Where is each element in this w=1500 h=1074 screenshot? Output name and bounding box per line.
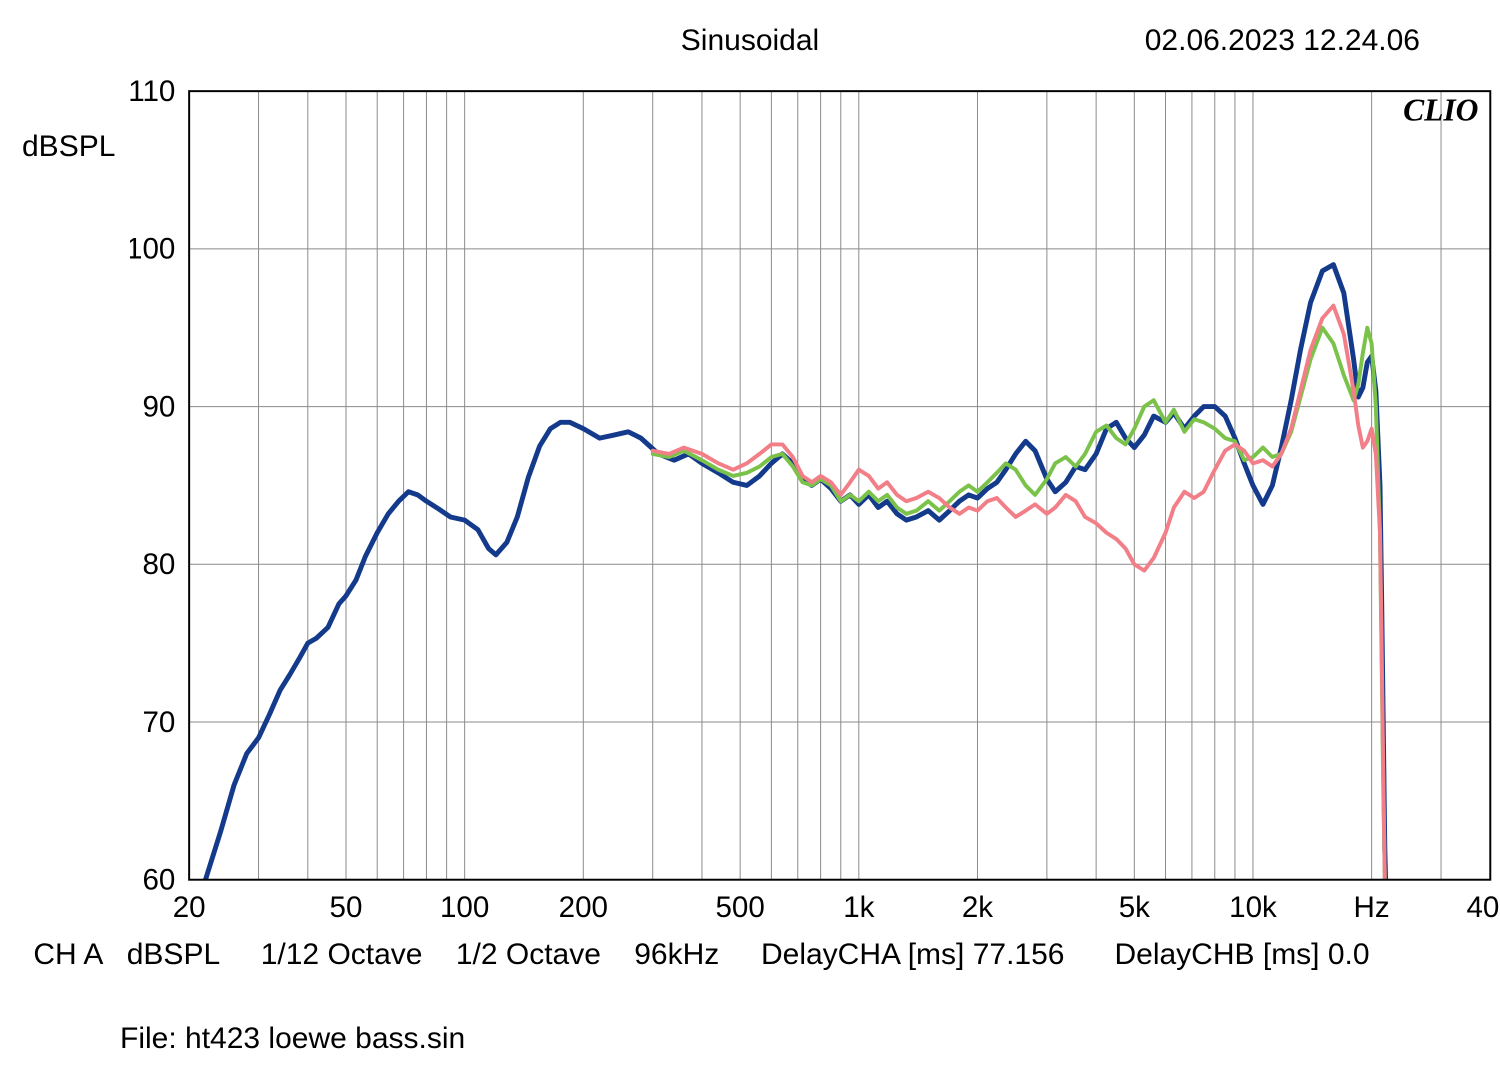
status-channel: CH A xyxy=(33,938,101,971)
status-unit: dBSPL xyxy=(127,938,219,971)
status-smooth2: 1/2 Octave xyxy=(456,938,601,971)
status-delay-a: DelayCHA [ms] 77.156 xyxy=(761,938,1064,971)
status-delay-b: DelayCHB [ms] 0.0 xyxy=(1114,938,1369,971)
status-samplerate: 96kHz xyxy=(634,938,719,971)
svg-text:110: 110 xyxy=(130,80,175,108)
svg-text:100: 100 xyxy=(130,233,175,266)
clio-measurement-screenshot: Sinusoidal 02.06.2023 12.24.06 dBSPL 607… xyxy=(0,0,1500,1074)
frequency-response-chart: 6070809010011020501002005001k2k5k10kHz40… xyxy=(130,80,1500,950)
svg-text:60: 60 xyxy=(142,864,175,897)
clio-brand-label: CLIO xyxy=(1403,93,1478,128)
status-bar: CH A dBSPL 1/12 Octave 1/2 Octave 96kHz … xyxy=(0,904,1500,1006)
svg-text:70: 70 xyxy=(142,706,175,739)
timestamp-label: 02.06.2023 12.24.06 xyxy=(1145,24,1420,58)
file-label: File: ht423 loewe bass.sin xyxy=(120,1022,465,1056)
status-smooth1: 1/12 Octave xyxy=(261,938,423,971)
svg-text:90: 90 xyxy=(142,390,175,423)
svg-text:80: 80 xyxy=(142,548,175,581)
plot-area: 6070809010011020501002005001k2k5k10kHz40… xyxy=(130,80,1500,955)
y-axis-unit: dBSPL xyxy=(22,130,115,164)
